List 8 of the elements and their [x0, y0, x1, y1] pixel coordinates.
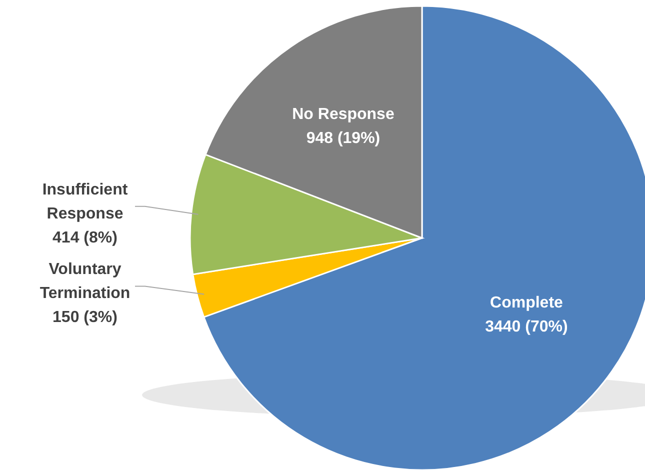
data-label: 414 (8%)	[52, 229, 118, 246]
data-label: 150 (3%)	[52, 309, 118, 326]
slice-label: Insufficient Response	[42, 181, 128, 222]
slice-label: Complete	[490, 294, 564, 312]
slice-label: Voluntary Termination	[40, 261, 130, 302]
data-label: 948 (19%)	[306, 130, 380, 148]
data-label: 3440 (70%)	[485, 318, 568, 336]
slice-label: No Response	[292, 106, 394, 124]
